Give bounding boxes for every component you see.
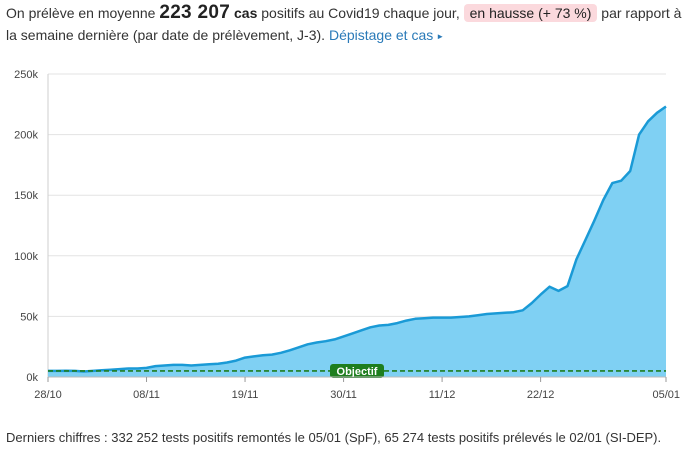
y-tick-label: 250k — [14, 69, 38, 81]
x-tick-label: 08/11 — [133, 389, 160, 401]
screening-cases-link[interactable]: Dépistage et cas ► — [329, 27, 444, 43]
latest-figures-note: Derniers chiffres : 332 252 tests positi… — [6, 430, 662, 445]
objective-label: Objectif — [337, 366, 378, 378]
series-line — [48, 105, 667, 373]
x-tick-label: 22/12 — [527, 389, 555, 401]
area-series — [48, 105, 667, 377]
y-tick-label: 0k — [26, 372, 38, 384]
trend-badge: en hausse (+ 73 %) — [463, 4, 598, 22]
daily-cases-value: 223 207 — [159, 2, 231, 23]
objective-line: Objectif — [48, 363, 666, 378]
daily-cases-unit: cas — [234, 5, 258, 21]
chevron-right-icon: ► — [436, 32, 445, 41]
x-tick-label: 28/10 — [34, 389, 62, 401]
headline-prefix: On prélève en moyenne — [6, 5, 156, 21]
area-fill — [48, 106, 666, 377]
x-tick-label: 05/01 — [652, 389, 680, 401]
x-axis: 28/10 08/11 19/11 30/11 11/12 22/12 05/01 — [34, 376, 680, 401]
headline-suffix: par rapport à la semaine dernière (par d… — [6, 5, 682, 43]
y-tick-label: 100k — [14, 251, 38, 263]
screening-cases-link-label: Dépistage et cas — [328, 27, 434, 43]
headline-middle: positifs au Covid19 chaque jour, — [261, 5, 460, 21]
x-tick-label: 19/11 — [232, 389, 259, 401]
y-tick-label: 200k — [14, 130, 38, 142]
cases-area-chart: Objectif 0k 50k 100k 150k 200k 250k 28/10 08/1… — [14, 69, 680, 401]
y-tick-label: 150k — [14, 190, 38, 202]
objective-badge — [330, 363, 384, 378]
x-tick-label: 11/12 — [429, 389, 456, 401]
y-tick-label: 50k — [20, 311, 38, 323]
headline: On prélève en moyenne 223 207 cas positi… — [6, 2, 686, 48]
x-tick-label: 30/11 — [330, 389, 357, 401]
y-axis: 0k 50k 100k 150k 200k 250k — [14, 69, 38, 384]
